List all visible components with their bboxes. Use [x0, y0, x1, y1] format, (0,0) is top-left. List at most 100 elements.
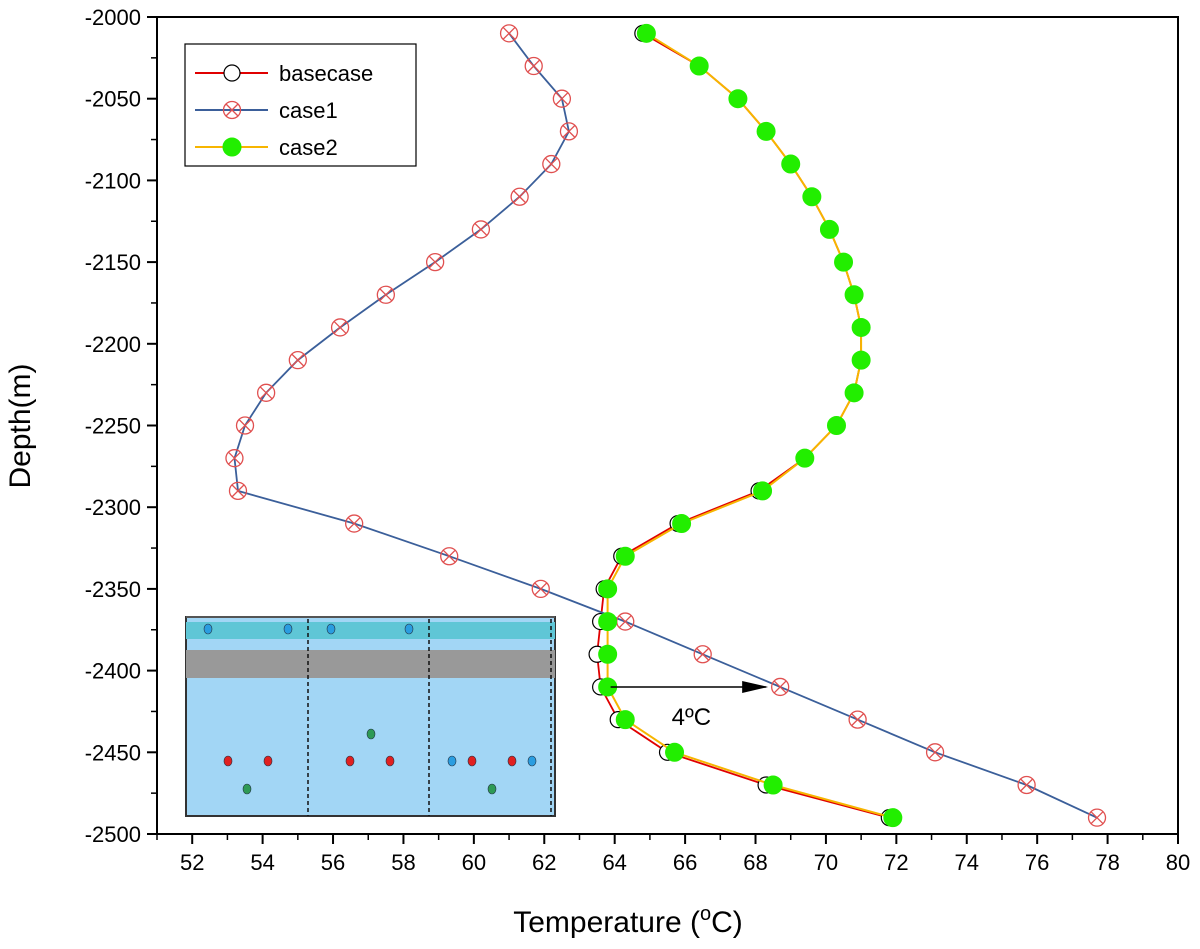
data-point-case1	[552, 89, 572, 108]
marker-cross	[696, 647, 710, 661]
x-tick-label: 58	[391, 850, 415, 875]
inset-well-blue	[527, 755, 537, 767]
marker-ring	[228, 481, 248, 501]
marker-ring	[693, 645, 712, 664]
data-point-case1	[542, 154, 561, 174]
marker-ring	[771, 677, 790, 697]
marker-cross	[544, 157, 558, 171]
data-point-case2	[689, 56, 709, 76]
y-tick-label: -2150	[85, 250, 141, 275]
series-case1	[225, 24, 1107, 827]
data-point-case1	[425, 252, 445, 272]
inset-well-blue	[447, 755, 457, 767]
marker-ring	[376, 285, 395, 304]
data-point-case2	[636, 23, 656, 43]
y-tick-label: -2100	[85, 168, 141, 193]
y-tick-label: -2350	[85, 577, 141, 602]
inset-well-blue	[326, 623, 336, 635]
x-tick-label: 64	[602, 850, 626, 875]
annotation-label: 4ºC	[672, 704, 711, 731]
y-axis-title: Depth(m)	[4, 363, 37, 488]
marker-cross	[474, 222, 488, 236]
data-point-case2	[819, 219, 839, 239]
reservoir-schematic-inset	[185, 616, 556, 817]
x-tick-label: 52	[180, 850, 204, 875]
x-tick-label: 76	[1025, 850, 1049, 875]
data-point-case2	[844, 383, 864, 403]
data-point-case1	[256, 383, 276, 402]
x-tick-label: 70	[814, 850, 838, 875]
inset-well-blue	[203, 623, 213, 635]
data-point-case2	[851, 317, 871, 337]
marker-ring	[222, 100, 242, 120]
data-point-case2	[802, 187, 822, 207]
inset-well-red	[507, 755, 517, 767]
legend-marker-case2	[222, 137, 242, 157]
x-tick-label: 80	[1166, 850, 1190, 875]
data-point-case2	[826, 416, 846, 435]
data-point-case2	[795, 448, 815, 468]
x-axis-title: Temperature (oC)	[513, 903, 743, 939]
inset-water-zone	[185, 616, 556, 817]
y-tick-label: -2300	[85, 495, 141, 520]
y-tick-label: -2000	[85, 5, 141, 30]
x-tick-label: 68	[743, 850, 767, 875]
data-point-case2	[763, 775, 783, 795]
inset-well-green	[487, 783, 497, 795]
marker-cross	[1020, 778, 1034, 792]
data-point-case1	[471, 220, 491, 239]
annotation-arrow-head	[742, 680, 769, 693]
y-tick-label: -2500	[85, 822, 141, 847]
marker-ring	[425, 252, 445, 272]
marker-cross	[259, 386, 273, 400]
x-tick-label: 66	[673, 850, 697, 875]
marker-cross	[291, 353, 305, 367]
data-point-case2	[672, 514, 692, 534]
marker-ring	[848, 710, 867, 729]
series-layer	[225, 23, 1107, 828]
legend-label-basecase: basecase	[279, 61, 373, 86]
x-tick-label: 72	[884, 850, 908, 875]
marker-cross	[502, 26, 516, 40]
inset-well-red	[385, 755, 395, 767]
inset-well-blue	[404, 623, 414, 635]
data-point-case1	[531, 579, 550, 599]
marker-ring	[499, 24, 519, 43]
data-point-case1	[693, 645, 712, 664]
inset-well-red	[223, 755, 233, 767]
marker-cross	[773, 680, 787, 694]
x-tick-label: 60	[462, 850, 486, 875]
y-tick-label: -2450	[85, 740, 141, 765]
x-tick-label: 54	[250, 850, 274, 875]
marker-ring	[559, 122, 579, 141]
legend-label-case1: case1	[279, 98, 338, 123]
data-point-case2	[665, 742, 685, 762]
series-line-case2	[606, 32, 894, 819]
data-point-case1	[235, 416, 255, 435]
marker-cross	[928, 745, 942, 759]
data-point-case2	[728, 89, 748, 109]
data-point-case1	[440, 547, 459, 566]
data-point-case2	[615, 546, 635, 566]
inset-well-red	[467, 755, 477, 767]
marker-ring	[288, 350, 307, 370]
data-point-case1	[330, 318, 350, 337]
data-point-case1	[771, 677, 790, 697]
legend-entry-case2: case2	[195, 135, 338, 160]
x-tick-label: 62	[532, 850, 556, 875]
marker-ring	[552, 89, 572, 108]
data-point-case1	[616, 612, 635, 631]
legend-label-case2: case2	[279, 135, 338, 160]
data-point-case2	[844, 285, 864, 305]
data-point-case1	[1087, 808, 1107, 827]
inset-well-blue	[283, 623, 293, 635]
marker-ring	[531, 579, 550, 599]
legend: basecase case1 case2	[184, 43, 417, 167]
marker-ring	[1017, 775, 1036, 795]
x-tick-label: 78	[1095, 850, 1119, 875]
marker-ring	[256, 383, 276, 402]
inset-well-red	[263, 755, 273, 767]
x-tick-label: 74	[955, 850, 979, 875]
series-case2	[598, 23, 903, 828]
